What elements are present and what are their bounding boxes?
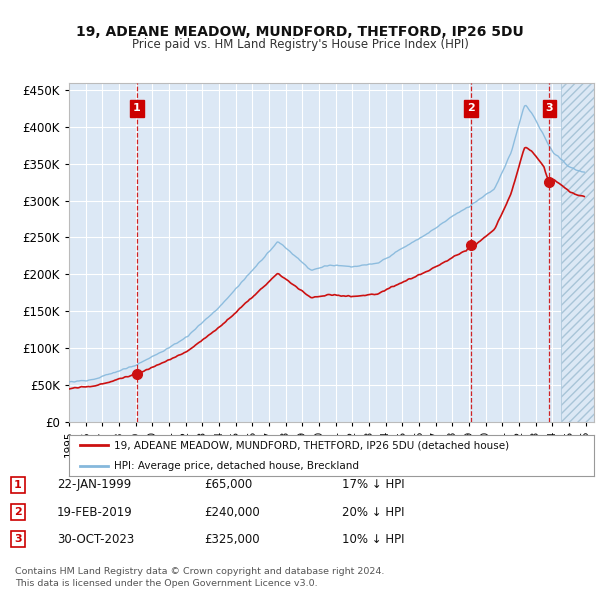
Text: £325,000: £325,000 [204,533,260,546]
Text: 22-JAN-1999: 22-JAN-1999 [57,478,131,491]
Text: 1: 1 [133,103,140,113]
Text: £65,000: £65,000 [204,478,252,491]
Text: 3: 3 [14,535,22,544]
Text: 3: 3 [545,103,553,113]
Text: HPI: Average price, detached house, Breckland: HPI: Average price, detached house, Brec… [113,461,359,471]
Text: 10% ↓ HPI: 10% ↓ HPI [342,533,404,546]
Text: 1: 1 [14,480,22,490]
Text: 20% ↓ HPI: 20% ↓ HPI [342,506,404,519]
Text: 2: 2 [14,507,22,517]
Text: Contains HM Land Registry data © Crown copyright and database right 2024.
This d: Contains HM Land Registry data © Crown c… [15,567,385,588]
Text: 19, ADEANE MEADOW, MUNDFORD, THETFORD, IP26 5DU (detached house): 19, ADEANE MEADOW, MUNDFORD, THETFORD, I… [113,440,509,450]
Text: 19-FEB-2019: 19-FEB-2019 [57,506,133,519]
Text: 17% ↓ HPI: 17% ↓ HPI [342,478,404,491]
Text: £240,000: £240,000 [204,506,260,519]
Text: 30-OCT-2023: 30-OCT-2023 [57,533,134,546]
Text: 2: 2 [467,103,475,113]
Text: Price paid vs. HM Land Registry's House Price Index (HPI): Price paid vs. HM Land Registry's House … [131,38,469,51]
Text: 19, ADEANE MEADOW, MUNDFORD, THETFORD, IP26 5DU: 19, ADEANE MEADOW, MUNDFORD, THETFORD, I… [76,25,524,39]
